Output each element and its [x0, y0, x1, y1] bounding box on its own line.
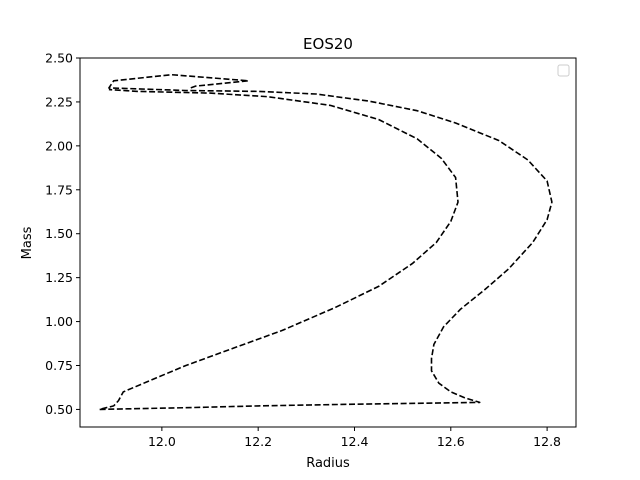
series-layer — [98, 73, 553, 411]
x-axis-label: Radius — [306, 456, 350, 471]
y-tick-label: 1.50 — [45, 226, 73, 241]
y-tick-label: 0.50 — [45, 402, 73, 417]
legend-box[interactable] — [557, 64, 570, 77]
x-tick-label: 12.4 — [341, 434, 369, 449]
x-tick-label: 12.8 — [533, 434, 561, 449]
x-tick-label: 12.0 — [148, 434, 176, 449]
y-tick-label: 1.25 — [45, 270, 73, 285]
y-tick-label: 1.75 — [45, 182, 73, 197]
y-tick-label: 1.00 — [45, 314, 73, 329]
x-tick-label: 12.2 — [244, 434, 272, 449]
y-axis-label: Mass — [20, 226, 35, 259]
x-axis: 12.0 12.2 12.4 12.6 12.8 — [148, 427, 561, 449]
y-tick-label: 2.00 — [45, 138, 73, 153]
plot-frame — [79, 57, 577, 428]
chart-title: EOS20 — [303, 35, 353, 53]
y-tick-label: 0.75 — [45, 358, 73, 373]
y-tick-label: 2.25 — [45, 94, 73, 109]
y-axis: 0.50 0.75 1.00 1.25 1.50 1.75 2.00 2.25 2.50 — [45, 51, 80, 417]
x-tick-label: 12.6 — [437, 434, 465, 449]
series-line — [98, 73, 553, 411]
y-tick-label: 2.50 — [45, 51, 73, 66]
